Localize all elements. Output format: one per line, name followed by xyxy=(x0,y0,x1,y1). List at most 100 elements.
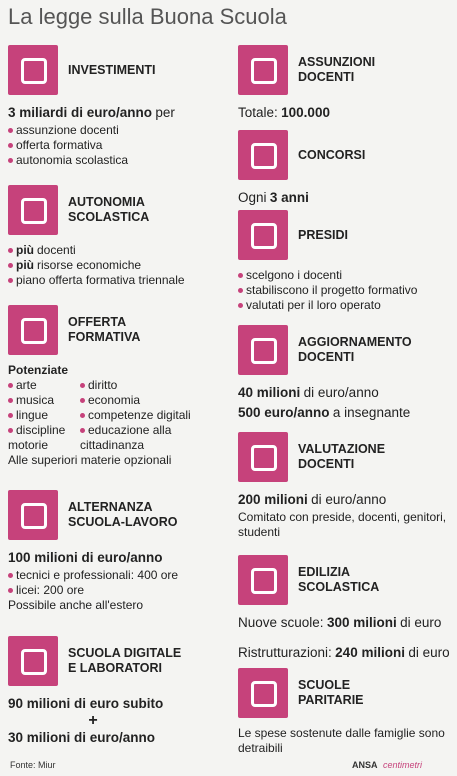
section-heading: EDILIZIA SCOLASTICA xyxy=(298,555,379,605)
text-segment: risorse economiche xyxy=(37,258,142,272)
text-line: Le spese sostenute dalle famiglie sono d… xyxy=(238,726,453,756)
text-segment: di euro/anno xyxy=(303,385,379,400)
heading-line: AUTONOMIA xyxy=(68,195,145,209)
text-line: 40 milioni di euro/anno xyxy=(238,383,453,403)
text-line: 30 milioni di euro/anno xyxy=(8,728,223,748)
text-segment: tecnici e professionali: 400 ore xyxy=(16,568,179,582)
column: diritto economia competenze digitali educaz… xyxy=(80,378,210,453)
list-item: economia xyxy=(80,393,210,408)
heading-line: ASSUNZIONI xyxy=(298,55,376,69)
text-segment: scelgono i docenti xyxy=(246,268,343,282)
text-segment: a insegnante xyxy=(332,405,411,420)
text-line: più risorse economiche xyxy=(8,258,223,273)
section-heading: INVESTIMENTI xyxy=(68,45,156,95)
text-line: Potenziate xyxy=(8,363,223,378)
text-segment: 240 milioni xyxy=(335,645,405,660)
section-body: 90 milioni di euro subito +30 milioni di … xyxy=(8,694,223,748)
icon xyxy=(238,668,288,718)
text-line: licei: 200 ore xyxy=(8,583,223,598)
text-line: 100 milioni di euro/anno xyxy=(8,548,223,568)
text-line: Possibile anche all'estero xyxy=(8,598,223,613)
text-line: tecnici e professionali: 400 ore xyxy=(8,568,223,583)
heading-line: SCUOLA DIGITALE xyxy=(68,646,182,660)
heading-line: OFFERTA xyxy=(68,315,127,329)
text-segment: Possibile anche all'estero xyxy=(8,598,144,612)
text-segment: offerta formativa xyxy=(16,138,103,152)
partner: centimetri xyxy=(383,760,423,770)
text-line: Totale: 100.000 xyxy=(238,103,453,123)
text-segment: 200 milioni xyxy=(238,492,308,507)
text-segment: 300 milioni xyxy=(326,615,397,630)
text-line: autonomia scolastica xyxy=(8,153,223,168)
icon xyxy=(238,432,288,482)
text-line: offerta formativa xyxy=(8,138,223,153)
text-segment: Ogni xyxy=(238,190,267,205)
text-segment: autonomia scolastica xyxy=(16,153,129,167)
text-segment: 100.000 xyxy=(281,105,330,120)
text-segment: 40 milioni xyxy=(238,385,301,400)
text-line: Ristrutturazioni: 240 milioni di euro xyxy=(238,643,453,663)
text-segment: Le spese sostenute dalle famiglie sono d… xyxy=(238,726,445,755)
icon xyxy=(238,130,288,180)
brand: ANSA xyxy=(352,760,378,770)
list-item: diritto xyxy=(80,378,210,393)
text-line: Nuove scuole: 300 milioni di euro xyxy=(238,613,453,633)
text-line: stabiliscono il progetto formativo xyxy=(238,283,453,298)
heading-line: SCOLASTICA xyxy=(68,210,150,224)
section-heading: SCUOLA DIGITALE E LABORATORI xyxy=(68,636,181,686)
icon xyxy=(238,45,288,95)
section-body: Potenziate arte musica lingue discipline mot… xyxy=(8,363,223,468)
list-item: musica xyxy=(8,393,80,408)
icon xyxy=(8,185,58,235)
title: La legge sulla Buona Scuola xyxy=(8,4,287,29)
text-line: assunzione docenti xyxy=(8,123,223,138)
text-segment: 3 miliardi di euro/anno xyxy=(8,105,153,120)
section-heading: PRESIDI xyxy=(298,210,348,260)
section-body: più docenti più risorse economiche piano off… xyxy=(8,243,223,288)
heading-line: INVESTIMENTI xyxy=(68,62,156,77)
text-segment: Potenziate xyxy=(8,363,69,377)
text-line: Comitato con preside, docenti, genitori,… xyxy=(238,510,453,540)
icon xyxy=(8,490,58,540)
text-line: Ogni 3 anni xyxy=(238,188,453,208)
text-segment: piano offerta formativa triennale xyxy=(16,273,185,287)
heading-line: DOCENTI xyxy=(298,350,355,364)
text-segment: di euro xyxy=(400,615,442,630)
column: arte musica lingue discipline motorie xyxy=(8,378,80,453)
icon xyxy=(8,305,58,355)
icon xyxy=(238,555,288,605)
text-segment: docenti xyxy=(37,243,76,257)
text-segment: di euro xyxy=(408,645,450,660)
text-segment: più xyxy=(16,243,34,257)
section-heading: CONCORSI xyxy=(298,130,365,180)
icon xyxy=(8,636,58,686)
text-segment: Totale: xyxy=(238,105,278,120)
section-body: Totale: 100.000 xyxy=(238,103,453,123)
heading-line: EDILIZIA xyxy=(298,565,351,579)
section-heading: ASSUNZIONI DOCENTI xyxy=(298,45,375,95)
heading-line: E LABORATORI xyxy=(68,661,162,675)
text-line: valutati per il loro operato xyxy=(238,298,453,313)
section-body: 3 miliardi di euro/anno per assunzione doc… xyxy=(8,103,223,168)
section-heading: SCUOLE PARITARIE xyxy=(298,668,364,718)
section-heading: AUTONOMIA SCOLASTICA xyxy=(68,185,149,235)
heading-line: SCUOLA-LAVORO xyxy=(68,515,178,529)
text-segment: di euro/anno xyxy=(311,492,387,507)
icon xyxy=(8,45,58,95)
text-segment: 100 milioni di euro/anno xyxy=(8,550,163,565)
text-line: 3 miliardi di euro/anno per xyxy=(8,103,223,123)
section-body: Le spese sostenute dalle famiglie sono d… xyxy=(238,726,453,756)
text-segment: Ristrutturazioni: xyxy=(238,645,332,660)
text-line: scelgono i docenti xyxy=(238,268,453,283)
list-item: lingue xyxy=(8,408,80,423)
text-segment: assunzione docenti xyxy=(16,123,119,137)
section-heading: VALUTAZIONE DOCENTI xyxy=(298,432,385,482)
text-line: + xyxy=(8,712,178,729)
section-body: Ogni 3 anni xyxy=(238,188,453,208)
section-heading: AGGIORNAMENTO DOCENTI xyxy=(298,325,412,375)
text-segment: + xyxy=(88,712,98,729)
columns: arte musica lingue discipline motorie diritt… xyxy=(8,378,223,453)
text-segment: Comitato con preside, docenti, genitori,… xyxy=(238,510,447,539)
text-segment: 500 euro/anno xyxy=(238,405,330,420)
